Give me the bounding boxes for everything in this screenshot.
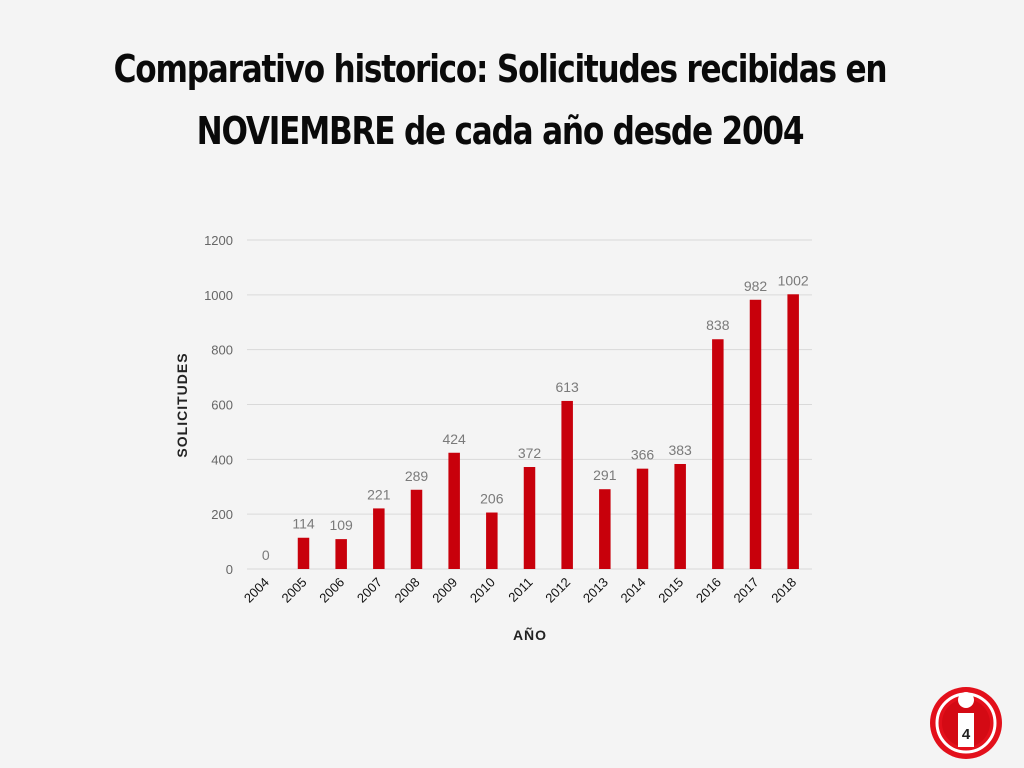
data-label-2008: 289 xyxy=(405,468,429,484)
bar-2011 xyxy=(523,467,536,569)
bar-2016 xyxy=(712,339,724,569)
x-tick-label-2016: 2016 xyxy=(693,575,724,606)
data-label-2017: 982 xyxy=(744,278,768,294)
x-tick-label-2009: 2009 xyxy=(429,575,460,606)
data-label-2006: 109 xyxy=(329,517,353,533)
x-tick-label-2010: 2010 xyxy=(467,575,498,606)
bar-2009 xyxy=(448,452,460,569)
bar-2005 xyxy=(297,537,310,569)
y-tick-label: 400 xyxy=(211,452,233,467)
x-tick-label-2006: 2006 xyxy=(316,575,347,606)
bar-2010 xyxy=(486,512,498,569)
data-label-2014: 366 xyxy=(631,447,655,463)
title-line-2: NOVIEMBRE de cada año desde 2004 xyxy=(196,109,805,153)
bars xyxy=(297,294,799,569)
page-number: 4 xyxy=(961,726,971,743)
x-tick-label-2012: 2012 xyxy=(542,575,573,606)
x-tick-label-2014: 2014 xyxy=(618,575,649,606)
x-tick-label-2011: 2011 xyxy=(505,575,535,605)
data-label-2018: 1002 xyxy=(778,272,809,288)
data-label-2011: 372 xyxy=(518,445,542,461)
x-axis-ticks: 2004 2005 2006 2007 2008 2009 2010 2011 2012 2013… xyxy=(241,575,799,606)
data-label-2004: 0 xyxy=(262,547,270,563)
bar-2017 xyxy=(749,299,762,569)
x-tick-label-2018: 2018 xyxy=(768,575,799,606)
bar-2006 xyxy=(335,539,347,569)
x-tick-label-2008: 2008 xyxy=(392,575,423,606)
bar-2018 xyxy=(787,294,799,569)
data-label-2015: 383 xyxy=(668,442,692,458)
data-label-2005: 114 xyxy=(292,516,315,532)
y-tick-label: 200 xyxy=(211,507,233,522)
bar-2012 xyxy=(561,400,573,569)
y-tick-label: 800 xyxy=(211,343,233,358)
bar-2015 xyxy=(674,463,686,569)
title-line-1: Comparativo historico: Solicitudes recib… xyxy=(113,47,888,91)
y-tick-label: 600 xyxy=(211,398,233,413)
data-label-2010: 206 xyxy=(480,491,504,507)
x-axis-title: AÑO xyxy=(513,626,547,643)
y-axis-ticks: 0 200 400 600 800 1000 1200 xyxy=(204,233,233,577)
info-i-icon xyxy=(930,687,1002,759)
data-label-2016: 838 xyxy=(706,317,730,333)
bar-2013 xyxy=(599,489,611,569)
data-label-2009: 424 xyxy=(442,431,466,447)
data-label-2012: 613 xyxy=(555,379,579,395)
x-tick-label-2017: 2017 xyxy=(731,575,762,606)
y-axis-title: SOLICITUDES xyxy=(174,352,190,457)
x-tick-label-2015: 2015 xyxy=(655,575,686,606)
data-labels: 0 114 109 221 289 424 206 372 613 291 366 383 838 982… xyxy=(262,272,809,563)
y-tick-label: 1200 xyxy=(204,233,233,248)
x-tick-label-2013: 2013 xyxy=(580,575,611,606)
x-tick-label-2004: 2004 xyxy=(241,575,272,606)
bar-2008 xyxy=(410,489,423,569)
slide-title: Comparativo historico: Solicitudes recib… xyxy=(90,38,910,162)
x-tick-label-2007: 2007 xyxy=(354,575,385,606)
data-label-2013: 291 xyxy=(593,467,617,483)
bar-2014 xyxy=(636,468,649,569)
x-tick-label-2005: 2005 xyxy=(279,575,310,606)
y-tick-label: 1000 xyxy=(204,288,233,303)
data-label-2007: 221 xyxy=(367,486,391,502)
y-tick-label: 0 xyxy=(226,562,233,577)
bar-2007 xyxy=(373,508,385,569)
